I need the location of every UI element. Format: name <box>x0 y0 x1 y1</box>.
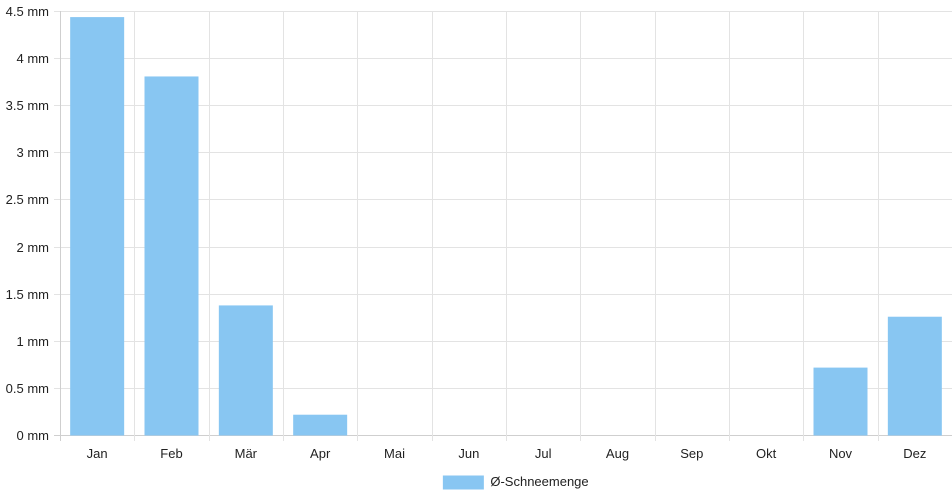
y-tick-label: 4.5 mm <box>6 4 49 19</box>
bar-mär[interactable] <box>218 305 273 436</box>
bar-nov[interactable] <box>813 367 868 436</box>
legend[interactable]: Ø-Schneemenge <box>442 474 589 490</box>
x-tick-label: Okt <box>756 446 777 461</box>
legend-label: Ø-Schneemenge <box>490 474 588 489</box>
y-tick-label: 4 mm <box>17 51 50 66</box>
bar-jan[interactable] <box>70 17 125 436</box>
x-tick-label: Jul <box>535 446 552 461</box>
x-tick-label: Jun <box>458 446 479 461</box>
y-tick-label: 1 mm <box>17 334 50 349</box>
y-tick-label: 2.5 mm <box>6 192 49 207</box>
y-tick-label: 0.5 mm <box>6 381 49 396</box>
y-tick-label: 3 mm <box>17 145 50 160</box>
grid-lines <box>54 11 952 441</box>
y-tick-label: 3.5 mm <box>6 98 49 113</box>
y-axis-ticks: 0 mm 0.5 mm 1 mm 1.5 mm 2 mm 2.5 mm 3 mm 3.5 mm… <box>6 4 49 443</box>
y-tick-label: 1.5 mm <box>6 287 49 302</box>
bar-dez[interactable] <box>887 316 942 436</box>
x-axis-ticks: Jan Feb Mär Apr Mai Jun Jul Aug Sep Okt Nov Dez <box>87 446 927 461</box>
bar-feb[interactable] <box>144 76 199 436</box>
x-tick-label: Mär <box>235 446 258 461</box>
bar-apr[interactable] <box>293 414 348 436</box>
x-tick-label: Aug <box>606 446 629 461</box>
y-tick-label: 0 mm <box>17 428 50 443</box>
x-tick-label: Nov <box>829 446 853 461</box>
x-tick-label: Dez <box>903 446 926 461</box>
x-tick-label: Mai <box>384 446 405 461</box>
x-tick-label: Feb <box>160 446 182 461</box>
x-tick-label: Sep <box>680 446 703 461</box>
x-tick-label: Jan <box>87 446 108 461</box>
legend-swatch[interactable] <box>442 475 484 490</box>
x-tick-label: Apr <box>310 446 331 461</box>
y-tick-label: 2 mm <box>17 240 50 255</box>
bars <box>70 17 942 436</box>
